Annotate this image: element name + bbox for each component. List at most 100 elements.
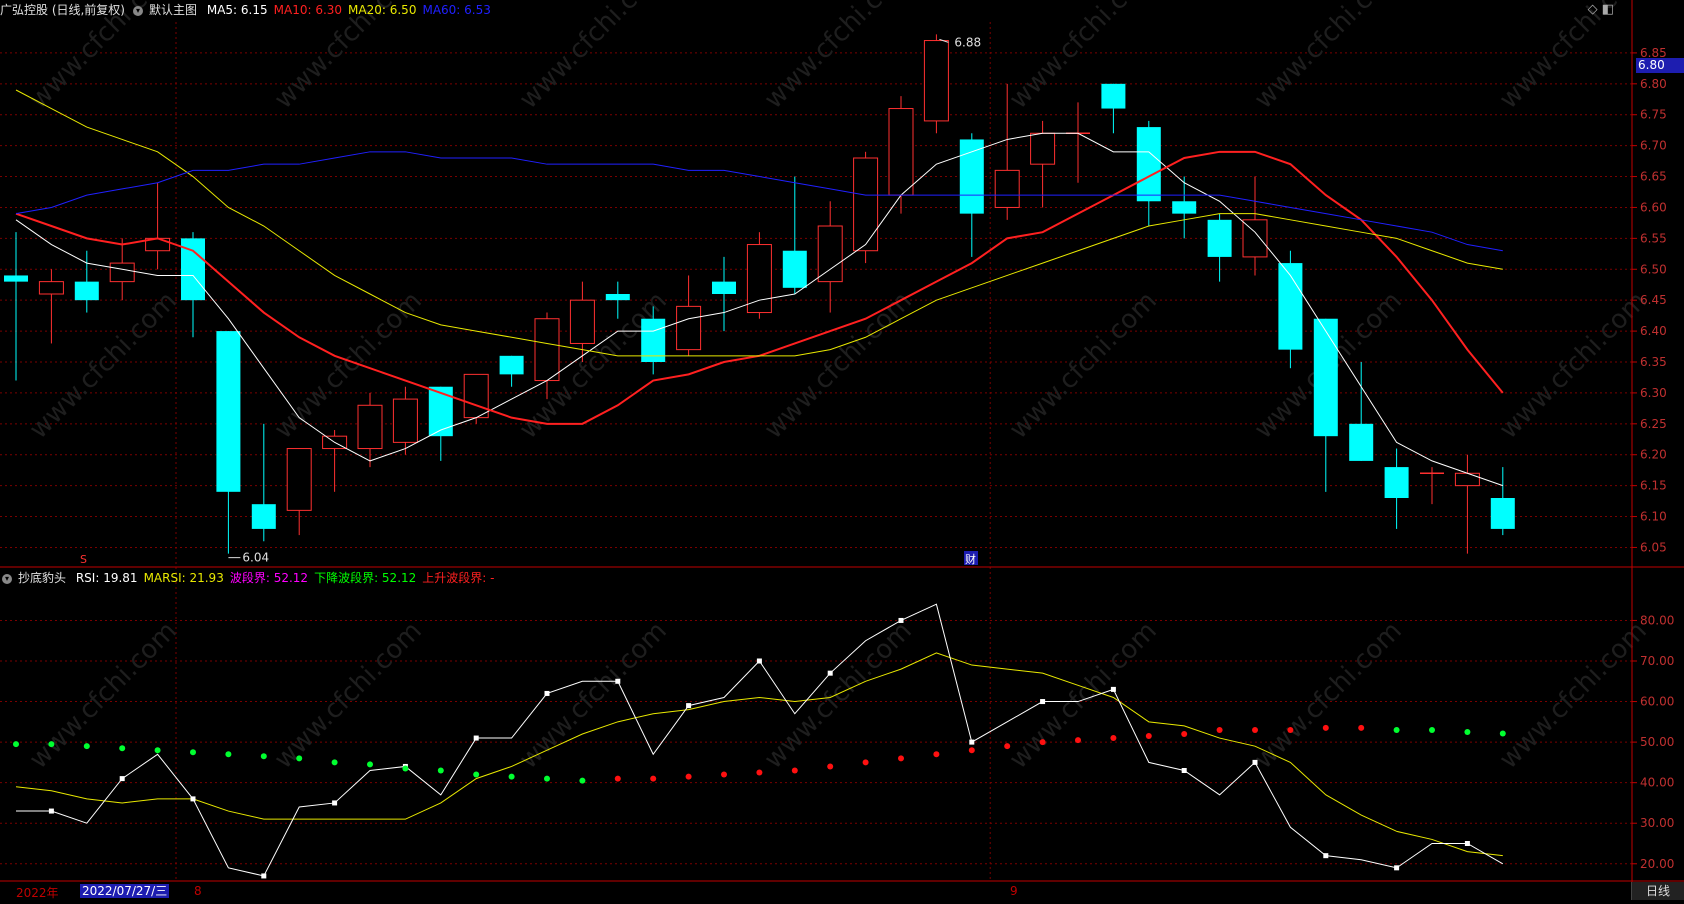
candle-body xyxy=(392,398,418,443)
candle-body xyxy=(853,157,879,252)
ma-legend-item-0: MA5: 6.15 xyxy=(206,3,268,17)
rsi-tick-label: 80.00 xyxy=(1640,613,1674,627)
candle xyxy=(1313,318,1338,492)
low-price-label: 6.04 xyxy=(242,551,269,565)
indicator-legend-item-1: MARSI: 21.93 xyxy=(143,571,224,585)
up-band-dot xyxy=(791,767,798,774)
candle xyxy=(746,232,772,319)
indicator-title[interactable]: 抄底豹头 xyxy=(18,571,67,585)
rsi-tick-label: 60.00 xyxy=(1640,695,1674,709)
down-band-dot xyxy=(48,741,55,748)
candle-body xyxy=(463,373,489,419)
up-band-dot xyxy=(1145,733,1152,740)
stock-title[interactable]: 广弘控股 (日线,前复权) xyxy=(0,3,125,17)
year-label: 2022年 xyxy=(16,886,59,900)
candle xyxy=(463,373,489,424)
panel-toggle-icon[interactable]: ◧ xyxy=(1601,2,1614,17)
down-band-dot xyxy=(83,743,90,750)
candle xyxy=(641,306,666,375)
down-band-dot xyxy=(508,773,515,780)
rsi-tick-label: 50.00 xyxy=(1640,735,1674,749)
price-tick-label: 6.40 xyxy=(1640,324,1667,338)
current-price-tag: 6.80 xyxy=(1636,58,1684,73)
candle-body xyxy=(428,386,453,437)
candle-body xyxy=(38,281,64,295)
candle xyxy=(392,386,418,455)
watermark-text: www.cfchi.com xyxy=(1249,616,1408,775)
down-band-dot xyxy=(402,765,409,772)
down-band-dot xyxy=(260,753,267,760)
candle-body xyxy=(251,504,276,529)
candle-body xyxy=(1490,498,1515,529)
candle-body xyxy=(641,318,666,362)
candle-body xyxy=(923,40,949,122)
watermark-text: www.cfchi.com xyxy=(514,0,673,115)
template-label[interactable]: 默认主图 xyxy=(149,3,198,17)
candle-body xyxy=(959,139,984,214)
candle-body xyxy=(888,108,914,196)
candle-body xyxy=(4,275,28,282)
rsi-tick-label: 30.00 xyxy=(1640,816,1674,830)
ma-legend: MA5: 6.15 MA10: 6.30 MA20: 6.50 MA60: 6.53 xyxy=(207,3,497,17)
candle-body xyxy=(357,404,383,450)
candle xyxy=(357,392,383,468)
candle-body xyxy=(712,281,736,294)
rsi-point xyxy=(261,873,267,879)
price-tick-label: 6.35 xyxy=(1640,355,1667,369)
candle-body xyxy=(1172,201,1197,214)
rsi-point xyxy=(827,670,833,676)
marsi-line xyxy=(15,652,1503,857)
candle xyxy=(1136,120,1161,226)
rsi-point xyxy=(119,776,125,782)
up-band-dot xyxy=(1358,724,1365,731)
candle xyxy=(782,176,807,294)
watermark-text: www.cfchi.com xyxy=(1494,286,1653,445)
candle xyxy=(1454,454,1480,554)
up-band-dot xyxy=(827,763,834,770)
down-band-dot xyxy=(225,751,232,758)
price-tick-label: 6.80 xyxy=(1640,77,1667,91)
watermark-text: www.cfchi.com xyxy=(1494,0,1653,115)
candle xyxy=(1101,83,1126,134)
candle xyxy=(145,182,171,270)
candle xyxy=(676,275,702,356)
rsi-point xyxy=(1323,853,1329,859)
month-label-9: 9 xyxy=(1010,884,1018,898)
rsi-point xyxy=(1252,759,1258,765)
main-price-chart: 6.88 6.04 S 财 xyxy=(4,34,1515,566)
ma-line-ma60 xyxy=(15,151,1503,252)
candle xyxy=(1172,176,1197,239)
corner-icons[interactable]: ◇ ◧ xyxy=(1588,2,1614,17)
candle-body xyxy=(1349,423,1374,461)
down-band-dot xyxy=(367,761,373,768)
candle xyxy=(1207,213,1232,282)
rsi-point xyxy=(1110,686,1116,692)
candle xyxy=(1278,250,1303,369)
candle-body xyxy=(1207,219,1232,257)
watermark-text: www.cfchi.com xyxy=(759,0,918,115)
candle xyxy=(1420,467,1444,505)
ma-line-ma5 xyxy=(15,132,1503,487)
candle xyxy=(499,355,524,387)
diamond-icon[interactable]: ◇ xyxy=(1587,2,1598,17)
watermark-text: www.cfchi.com xyxy=(1494,616,1653,775)
rsi-point xyxy=(615,678,621,684)
price-tick-label: 6.65 xyxy=(1640,170,1667,184)
candle xyxy=(322,430,348,492)
ma-legend-item-2: MA20: 6.50 xyxy=(348,3,417,17)
rsi-point xyxy=(190,796,196,802)
sub-legend: ▾ 抄底豹头 RSI: 19.81 MARSI: 21.93 波段界: 52.12 下降… xyxy=(0,568,506,588)
chevron-down-icon[interactable]: ▾ xyxy=(133,5,143,16)
price-tick-label: 6.30 xyxy=(1640,386,1667,400)
period-button[interactable]: 日线 xyxy=(1631,882,1684,900)
rsi-point xyxy=(686,703,692,709)
rsi-point xyxy=(1464,841,1470,846)
candle xyxy=(286,448,312,536)
chevron-down-icon[interactable]: ▾ xyxy=(2,573,12,584)
up-band-dot xyxy=(1322,724,1329,731)
price-tick-label: 6.10 xyxy=(1640,510,1667,524)
watermark-text: www.cfchi.com xyxy=(1249,0,1408,115)
price-tick-label: 6.25 xyxy=(1640,417,1667,431)
down-band-dot xyxy=(544,775,550,782)
